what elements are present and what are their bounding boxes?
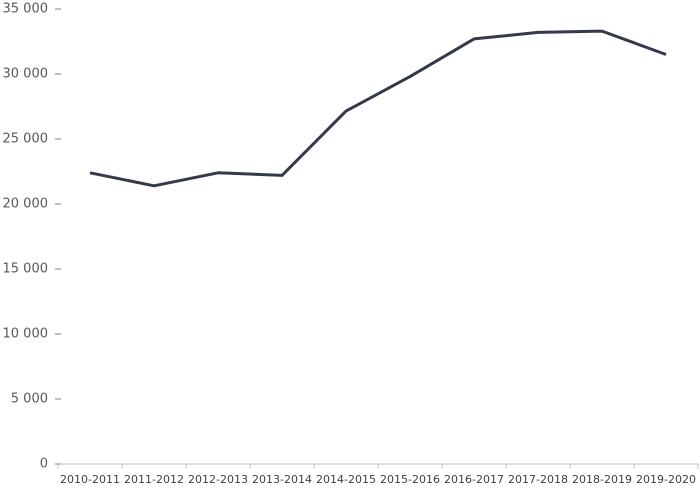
x-tick-label: 2011-2012	[124, 473, 184, 486]
x-tick-label: 2013-2014	[252, 473, 312, 486]
y-tick-label: 20 000	[3, 197, 49, 212]
x-tick-label: 2015-2016	[380, 473, 440, 486]
x-tick-label: 2014-2015	[316, 473, 376, 486]
x-tick-label: 2017-2018	[508, 473, 568, 486]
y-tick-label: 30 000	[3, 67, 49, 82]
line	[89, 29, 667, 188]
x-tick-label: 2018-2019	[572, 473, 632, 486]
x-tick-label: 2012-2013	[188, 473, 248, 486]
x-tick-label: 2016-2017	[444, 473, 504, 486]
y-tick-label: 25 000	[3, 132, 49, 147]
x-tick-label: 2010-2011	[60, 473, 120, 486]
y-tick-label: 35 000	[3, 2, 49, 17]
y-tick-label: 0	[40, 457, 48, 472]
y-tick-label: 5 000	[11, 392, 48, 407]
y-tick-label: 10 000	[3, 327, 49, 342]
x-tick-label: 2019-2020	[636, 473, 696, 486]
y-tick-label: 15 000	[3, 262, 49, 277]
